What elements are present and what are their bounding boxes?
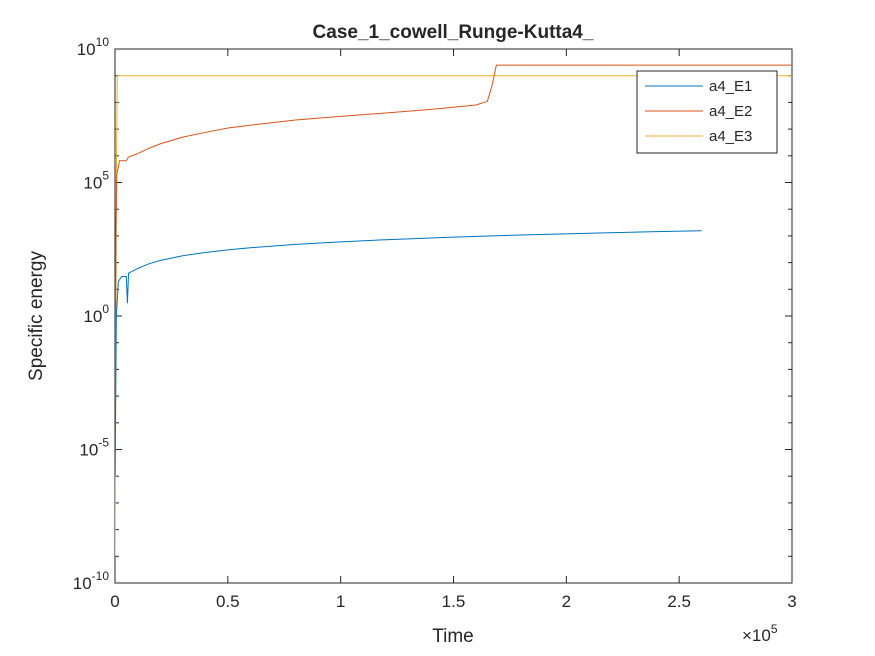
x-exponent-value: 5 xyxy=(771,622,778,636)
x-exponent-base: ×10 xyxy=(742,626,771,645)
series-lines xyxy=(115,64,792,557)
y-tick-label: 10-10 xyxy=(73,569,110,593)
x-tick-label: 1.5 xyxy=(442,592,466,611)
legend-entry-label: a4_E3 xyxy=(709,128,752,145)
series-line-a4_E1 xyxy=(115,230,702,477)
x-exponent-label: ×105 xyxy=(742,622,778,645)
x-tick-label: 3 xyxy=(787,592,796,611)
x-tick-label: 0 xyxy=(110,592,119,611)
y-tick-exponent: 0 xyxy=(102,302,109,316)
legend-box xyxy=(636,70,778,154)
y-tick-exponent: 10 xyxy=(96,35,110,49)
legend-entry-label: a4_E2 xyxy=(709,103,752,120)
y-tick-exponent: -5 xyxy=(98,436,109,450)
y-tick-exponent: 5 xyxy=(102,169,109,183)
x-axis: 0 0.5 1 1.5 2 2.5 3 xyxy=(110,49,797,611)
y-tick-base: 10 xyxy=(83,174,102,193)
y-tick-base: 10 xyxy=(79,441,98,460)
y-tick-label: 1010 xyxy=(77,35,110,59)
x-tick-label: 0.5 xyxy=(216,592,240,611)
y-tick-base: 10 xyxy=(83,307,102,326)
series-line-a4_E2 xyxy=(115,64,792,477)
x-tick-label: 2 xyxy=(562,592,571,611)
legend: a4_E1 a4_E2 a4_E3 xyxy=(636,70,778,154)
x-axis-label: Time xyxy=(432,626,474,647)
y-tick-base: 10 xyxy=(73,574,92,593)
y-tick-label: 100 xyxy=(83,302,109,326)
x-tick-label: 2.5 xyxy=(667,592,691,611)
y-axis-label: Specific energy xyxy=(26,251,47,381)
y-tick-label: 10-5 xyxy=(79,436,109,460)
chart-title: Case_1_cowell_Runge-Kutta4_ xyxy=(313,22,594,43)
y-tick-label: 105 xyxy=(83,169,109,193)
x-tick-label: 1 xyxy=(336,592,345,611)
y-tick-exponent: -10 xyxy=(92,569,110,583)
legend-entry-label: a4_E1 xyxy=(709,78,752,95)
y-tick-base: 10 xyxy=(77,40,96,59)
